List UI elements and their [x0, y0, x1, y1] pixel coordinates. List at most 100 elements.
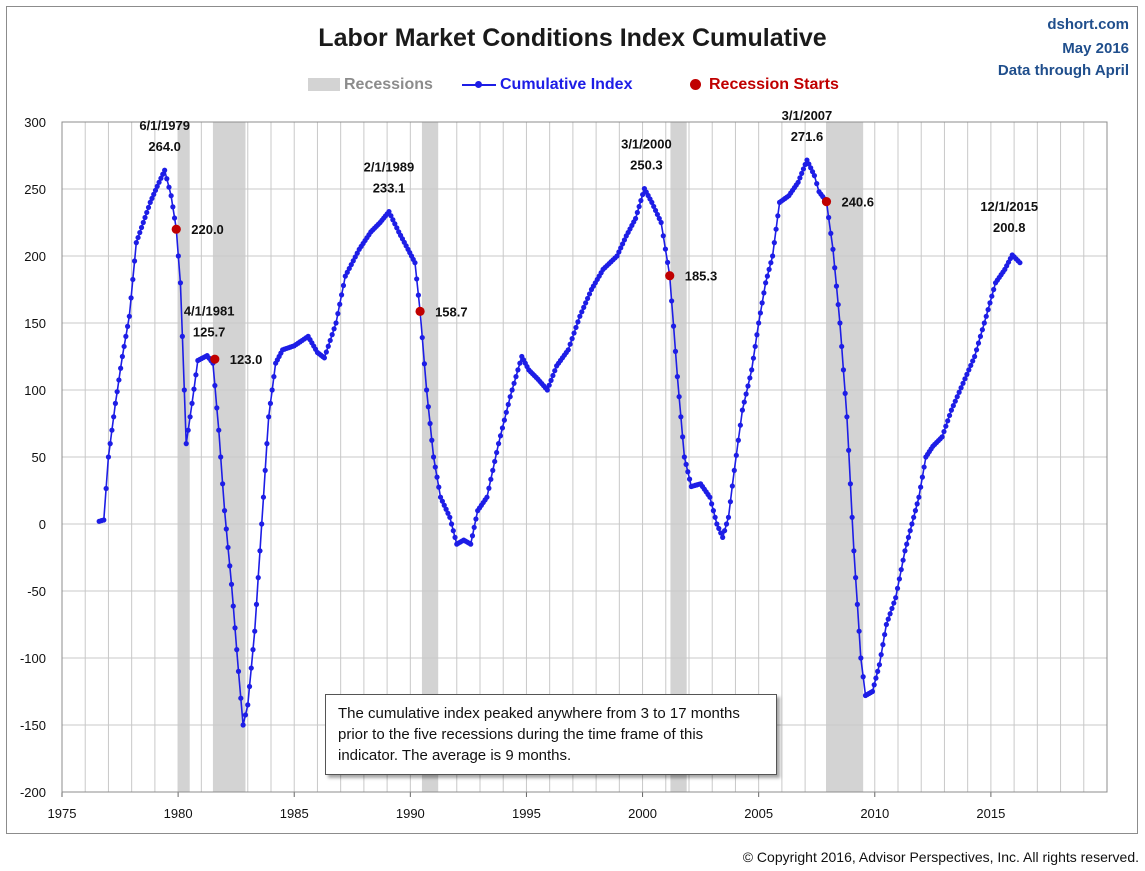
data-point	[441, 502, 447, 508]
data-point	[707, 494, 713, 500]
data-point	[989, 293, 995, 299]
data-point	[448, 521, 455, 527]
peak-value-label: 233.1	[373, 181, 406, 196]
data-point	[634, 209, 640, 216]
data-point	[565, 347, 571, 353]
data-point	[250, 647, 256, 653]
data-point	[245, 702, 251, 708]
data-point	[323, 349, 329, 355]
data-point	[333, 320, 339, 326]
data-point	[109, 427, 115, 433]
data-point	[840, 367, 847, 373]
data-point	[342, 273, 348, 279]
data-point	[854, 601, 860, 608]
brand-site: dshort.com	[1047, 16, 1129, 33]
x-tick-label: 2000	[628, 806, 657, 821]
recession-start-marker	[210, 354, 220, 364]
data-point	[849, 514, 855, 520]
data-point	[112, 400, 119, 406]
data-point	[636, 203, 642, 210]
data-point	[419, 334, 425, 341]
data-point	[220, 481, 226, 487]
data-point	[720, 534, 726, 541]
data-point	[142, 214, 148, 221]
data-point	[430, 454, 437, 460]
data-point	[759, 300, 765, 306]
data-point	[271, 374, 277, 380]
data-point	[756, 320, 762, 326]
data-point	[495, 441, 502, 447]
data-point	[346, 265, 352, 272]
data-point	[583, 300, 589, 306]
data-point	[101, 517, 107, 523]
data-point	[181, 387, 187, 393]
data-point	[614, 253, 620, 259]
data-point	[768, 260, 774, 266]
data-point	[842, 390, 848, 396]
data-point	[885, 616, 891, 622]
data-point	[766, 266, 772, 272]
data-point	[860, 674, 866, 680]
red-dot-icon	[690, 79, 701, 91]
data-point	[388, 213, 394, 219]
data-point	[414, 276, 420, 282]
data-point	[876, 662, 883, 668]
data-point	[987, 300, 993, 306]
data-point	[907, 528, 913, 534]
data-point	[773, 226, 779, 232]
y-tick-label: 100	[24, 383, 46, 398]
data-point	[950, 403, 956, 409]
data-point	[581, 304, 587, 310]
data-point	[649, 199, 655, 205]
y-tick-label: 0	[39, 517, 46, 532]
x-tick-label: 2010	[860, 806, 889, 821]
data-point	[1017, 260, 1023, 266]
data-point	[214, 405, 220, 411]
data-point	[809, 169, 816, 175]
data-point	[123, 333, 129, 339]
legend-recession-starts: Recession Starts	[690, 76, 839, 94]
peak-date-label: 3/1/2000	[621, 137, 672, 152]
data-point	[826, 214, 832, 221]
data-point	[548, 377, 554, 383]
y-tick-label: 200	[24, 249, 46, 264]
legend-recession-starts-label: Recession Starts	[709, 76, 839, 93]
data-point	[246, 683, 253, 690]
data-point	[619, 241, 626, 247]
data-point	[672, 348, 679, 354]
data-point	[340, 282, 347, 289]
data-point	[914, 501, 920, 507]
data-point	[216, 427, 222, 433]
data-point	[880, 642, 886, 648]
data-point	[259, 521, 265, 527]
data-point	[584, 295, 591, 302]
data-point	[856, 628, 862, 634]
data-point	[952, 398, 958, 404]
data-point	[972, 353, 978, 360]
data-point	[501, 417, 507, 423]
data-point	[962, 376, 968, 382]
data-point	[875, 668, 881, 675]
data-point	[750, 355, 757, 361]
data-point	[212, 382, 218, 389]
data-point	[262, 467, 268, 473]
data-point	[968, 362, 974, 369]
data-point	[737, 422, 743, 428]
data-point	[164, 176, 170, 182]
peak-date-label: 3/1/2007	[782, 108, 833, 123]
data-point	[893, 595, 899, 601]
data-point	[948, 407, 955, 413]
data-point	[344, 269, 350, 275]
y-tick-label: 150	[24, 316, 46, 331]
data-point	[335, 311, 341, 317]
recession-start-marker	[415, 306, 425, 316]
data-point	[183, 441, 189, 447]
data-point	[662, 246, 669, 252]
data-point	[883, 621, 889, 628]
data-point	[471, 524, 477, 530]
recession-start-label: 220.0	[191, 222, 224, 237]
recession-start-marker	[665, 271, 675, 281]
data-point	[681, 454, 687, 460]
data-point	[747, 375, 753, 381]
